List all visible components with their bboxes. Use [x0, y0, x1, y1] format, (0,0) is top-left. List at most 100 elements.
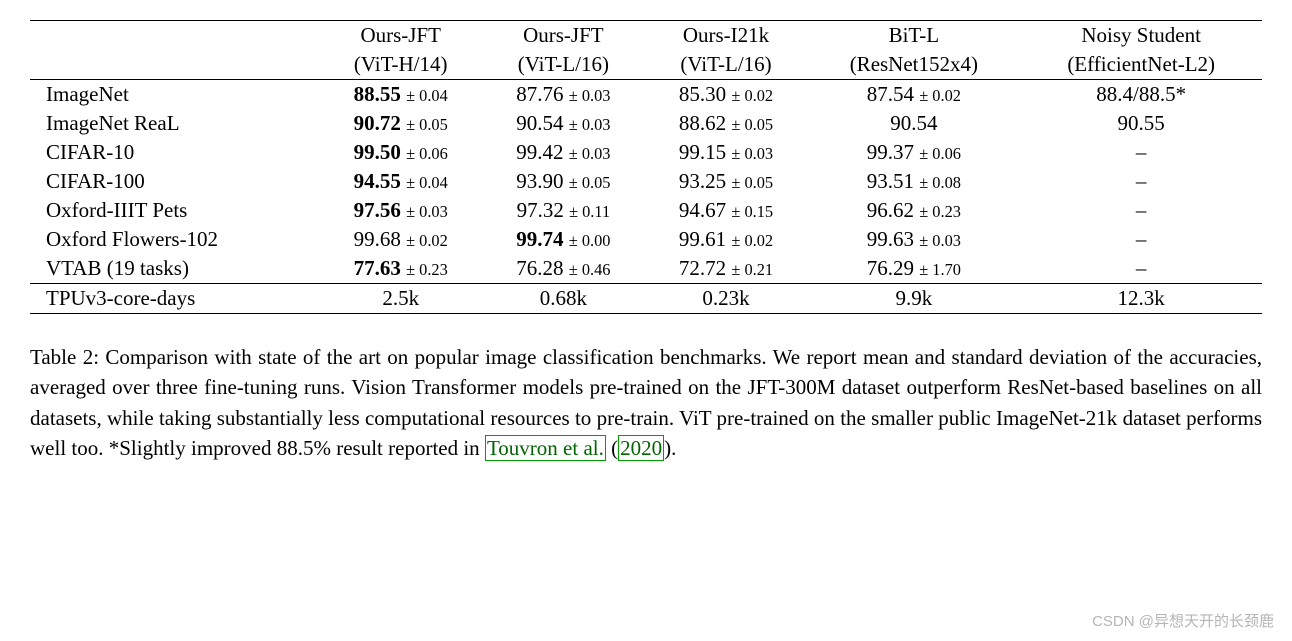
value-cell: 93.25 ± 0.05: [645, 167, 808, 196]
value-cell: 90.55: [1020, 109, 1262, 138]
header-col-3b: (ViT-L/16): [645, 50, 808, 80]
cell-std: ± 0.03: [569, 86, 611, 105]
row-label: CIFAR-10: [30, 138, 319, 167]
header-col-4b: (ResNet152x4): [807, 50, 1020, 80]
cell-main: 94.55: [354, 169, 401, 193]
cell-main: –: [1136, 256, 1147, 280]
cell-std: ± 0.23: [406, 260, 448, 279]
cell-main: 94.67: [679, 198, 726, 222]
value-cell: 94.67 ± 0.15: [645, 196, 808, 225]
cell-main: 88.4/88.5*: [1096, 82, 1186, 106]
cell-main: 96.62: [867, 198, 914, 222]
cell-main: 99.37: [867, 140, 914, 164]
cell-main: –: [1136, 198, 1147, 222]
cell-std: ± 0.08: [919, 173, 961, 192]
value-cell: 76.28 ± 0.46: [482, 254, 645, 284]
cell-main: 99.61: [679, 227, 726, 251]
cell-main: 90.54: [516, 111, 563, 135]
row-label: CIFAR-100: [30, 167, 319, 196]
header-blank: [30, 21, 319, 51]
header-col-4a: BiT-L: [807, 21, 1020, 51]
value-cell: –: [1020, 196, 1262, 225]
cell-std: ± 0.46: [569, 260, 611, 279]
row-label: Oxford Flowers-102: [30, 225, 319, 254]
cell-main: –: [1136, 169, 1147, 193]
cell-std: ± 0.03: [406, 202, 448, 221]
value-cell: 88.55 ± 0.04: [319, 80, 482, 110]
value-cell: 99.42 ± 0.03: [482, 138, 645, 167]
value-cell: 99.61 ± 0.02: [645, 225, 808, 254]
cell-std: ± 0.03: [919, 231, 961, 250]
cell-std: ± 0.04: [406, 173, 448, 192]
footer-cell-4: 9.9k: [807, 284, 1020, 314]
value-cell: –: [1020, 254, 1262, 284]
footer-cell-5: 12.3k: [1020, 284, 1262, 314]
cell-main: 93.90: [516, 169, 563, 193]
value-cell: 90.54 ± 0.03: [482, 109, 645, 138]
citation-year-link[interactable]: 2020: [618, 435, 664, 461]
cell-main: 85.30: [679, 82, 726, 106]
table-caption: Table 2: Comparison with state of the ar…: [30, 342, 1262, 464]
value-cell: 88.62 ± 0.05: [645, 109, 808, 138]
cell-main: 93.51: [867, 169, 914, 193]
cell-std: ± 0.05: [569, 173, 611, 192]
cell-std: ± 0.06: [919, 144, 961, 163]
cell-std: ± 0.11: [569, 202, 610, 221]
cell-std: ± 0.05: [731, 173, 773, 192]
cell-std: ± 0.03: [569, 144, 611, 163]
value-cell: 76.29 ± 1.70: [807, 254, 1020, 284]
citation-author-link[interactable]: Touvron et al.: [485, 435, 606, 461]
value-cell: –: [1020, 167, 1262, 196]
value-cell: 85.30 ± 0.02: [645, 80, 808, 110]
cell-main: 87.76: [516, 82, 563, 106]
header-col-2b: (ViT-L/16): [482, 50, 645, 80]
cell-std: ± 0.02: [731, 86, 773, 105]
cell-main: –: [1136, 227, 1147, 251]
value-cell: 97.56 ± 0.03: [319, 196, 482, 225]
value-cell: 99.37 ± 0.06: [807, 138, 1020, 167]
footer-cell-1: 2.5k: [319, 284, 482, 314]
header-blank-2: [30, 50, 319, 80]
value-cell: 99.15 ± 0.03: [645, 138, 808, 167]
value-cell: 94.55 ± 0.04: [319, 167, 482, 196]
value-cell: –: [1020, 138, 1262, 167]
table-row: CIFAR-1099.50 ± 0.0699.42 ± 0.0399.15 ± …: [30, 138, 1262, 167]
cell-main: 90.54: [890, 111, 937, 135]
caption-between: (: [606, 436, 618, 460]
caption-lead: Table 2:: [30, 345, 99, 369]
cell-main: 99.15: [679, 140, 726, 164]
cell-main: 72.72: [679, 256, 726, 280]
table-body: ImageNet88.55 ± 0.0487.76 ± 0.0385.30 ± …: [30, 80, 1262, 284]
row-label: Oxford-IIIT Pets: [30, 196, 319, 225]
cell-std: ± 0.15: [731, 202, 773, 221]
cell-main: 97.56: [354, 198, 401, 222]
cell-main: –: [1136, 140, 1147, 164]
value-cell: 72.72 ± 0.21: [645, 254, 808, 284]
value-cell: 90.72 ± 0.05: [319, 109, 482, 138]
watermark-text: CSDN @异想天开的长颈鹿: [1092, 610, 1274, 631]
value-cell: 88.4/88.5*: [1020, 80, 1262, 110]
value-cell: 99.74 ± 0.00: [482, 225, 645, 254]
cell-main: 76.28: [516, 256, 563, 280]
cell-std: ± 0.21: [731, 260, 773, 279]
table-row: VTAB (19 tasks)77.63 ± 0.2376.28 ± 0.467…: [30, 254, 1262, 284]
table-footer-body: TPUv3-core-days 2.5k 0.68k 0.23k 9.9k 12…: [30, 284, 1262, 314]
cell-main: 99.68: [354, 227, 401, 251]
cell-std: ± 0.02: [731, 231, 773, 250]
cell-std: ± 0.00: [569, 231, 611, 250]
value-cell: 93.90 ± 0.05: [482, 167, 645, 196]
cell-main: 90.72: [354, 111, 401, 135]
header-row-2: (ViT-H/14) (ViT-L/16) (ViT-L/16) (ResNet…: [30, 50, 1262, 80]
cell-main: 88.55: [354, 82, 401, 106]
cell-std: ± 0.02: [406, 231, 448, 250]
header-col-3a: Ours-I21k: [645, 21, 808, 51]
cell-main: 90.55: [1118, 111, 1165, 135]
cell-std: ± 0.02: [919, 86, 961, 105]
value-cell: 87.54 ± 0.02: [807, 80, 1020, 110]
value-cell: –: [1020, 225, 1262, 254]
cell-std: ± 0.05: [731, 115, 773, 134]
caption-after: ).: [664, 436, 676, 460]
footer-cell-3: 0.23k: [645, 284, 808, 314]
value-cell: 90.54: [807, 109, 1020, 138]
header-col-5a: Noisy Student: [1020, 21, 1262, 51]
